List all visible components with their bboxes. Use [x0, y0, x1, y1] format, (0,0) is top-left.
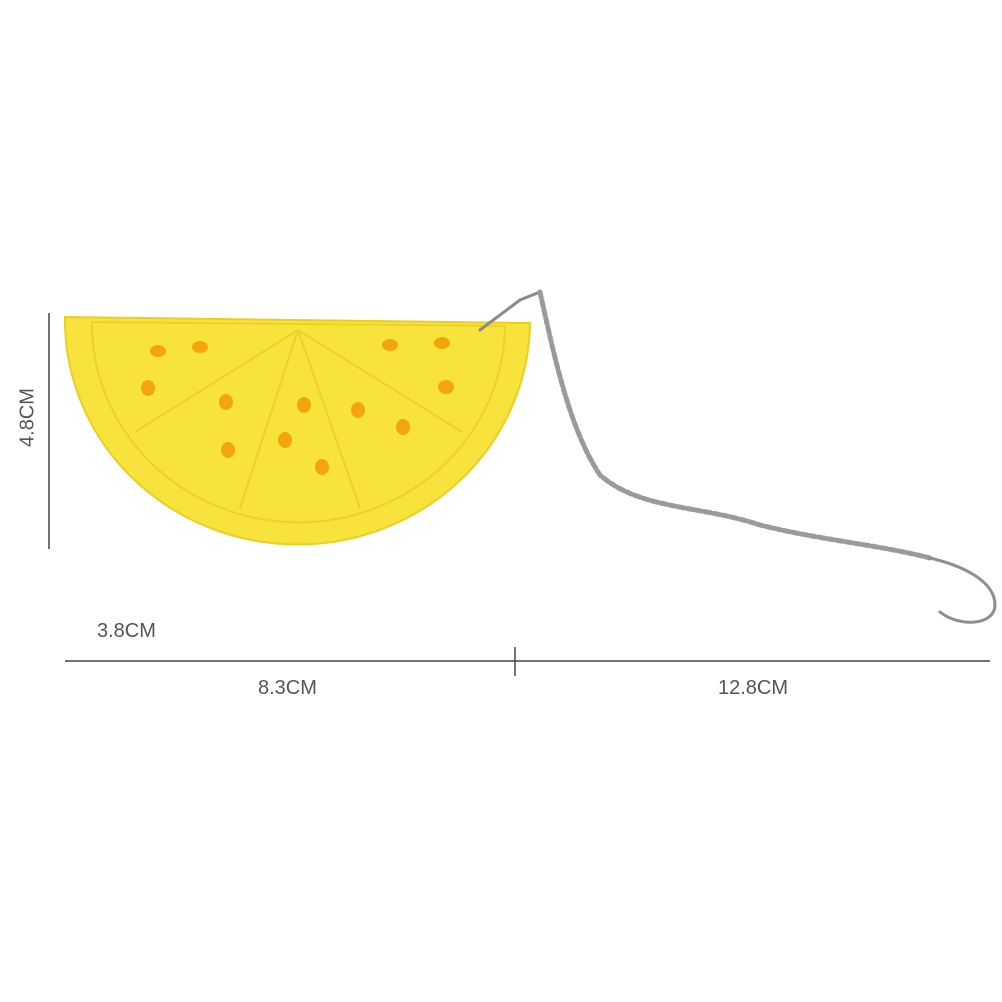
chain-length-label: 12.8CM — [718, 677, 789, 699]
width-label: 8.3CM — [258, 677, 317, 699]
chain — [478, 289, 997, 624]
hook — [928, 556, 997, 624]
height-label: 4.8CM — [16, 388, 39, 447]
thickness-label: 3.8CM — [97, 620, 156, 642]
lemon-infuser — [63, 315, 532, 546]
